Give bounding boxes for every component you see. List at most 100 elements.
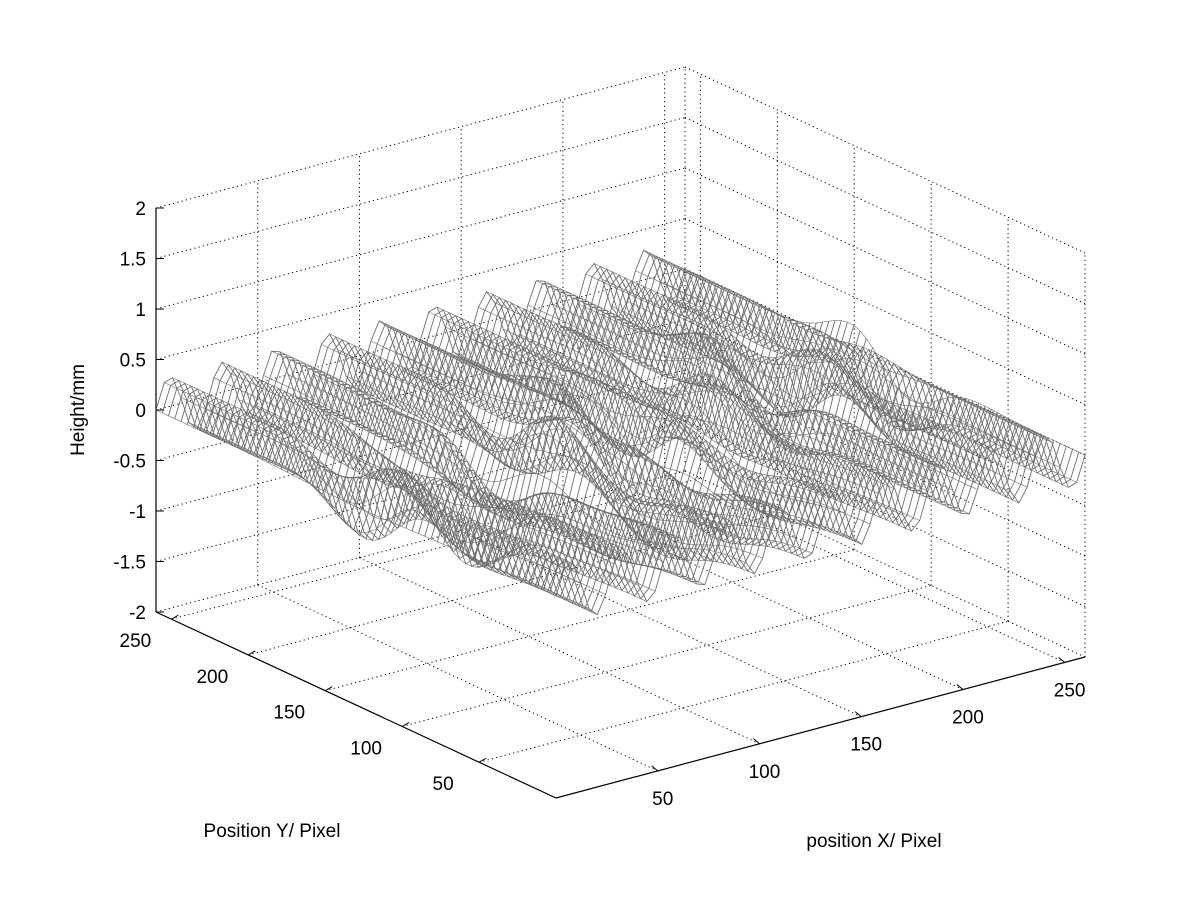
z-tick-label: 1 (135, 300, 146, 321)
y-tick (248, 650, 256, 656)
surface-column (296, 397, 697, 585)
surface-column (569, 327, 970, 515)
surface-column (585, 273, 986, 461)
surface-column (635, 270, 1036, 457)
surface-column (684, 268, 1086, 456)
surface-column (403, 371, 805, 559)
surface-column (155, 409, 557, 597)
surface-column (676, 296, 1077, 483)
surface-column (255, 404, 656, 592)
z-axis-title: Height/mm (68, 364, 89, 456)
z-tick-label: -1.5 (113, 553, 146, 574)
grid-line (684, 470, 1086, 658)
surface-column (436, 306, 838, 494)
y-tick-label: 200 (196, 667, 228, 688)
surface-column (643, 250, 1044, 437)
y-tick-label: 50 (433, 774, 454, 795)
surface-column (503, 328, 904, 516)
x-tick-label: 250 (1054, 680, 1086, 701)
z-tick-label: 0 (135, 401, 146, 422)
surface-column (610, 305, 1011, 492)
x-tick (1058, 657, 1065, 663)
x-axis-title: position X/ Pixel (806, 831, 941, 852)
surface-column (172, 377, 573, 564)
x-tick (854, 711, 862, 718)
grid-layer (155, 66, 1086, 772)
y-axis-line (155, 611, 557, 799)
surface-column (511, 344, 912, 532)
surface-column (354, 387, 755, 575)
surface-column (329, 333, 730, 521)
x-tick (956, 684, 964, 690)
x-axis-line (555, 656, 1086, 799)
grid-line (257, 584, 658, 772)
surface-column (370, 340, 772, 528)
surface-column (263, 375, 664, 562)
surface-column (246, 415, 648, 602)
grid-line (664, 475, 1065, 663)
surface-column (205, 408, 606, 595)
grid-line (325, 549, 855, 692)
y-tick-label: 100 (350, 738, 382, 759)
z-tick-label: -0.5 (113, 452, 146, 473)
surface-column (494, 302, 896, 490)
y-axis-title: Position Y/ Pixel (204, 821, 341, 842)
surface-layer (155, 249, 1086, 616)
surface-column (469, 337, 871, 525)
surface-column (577, 303, 978, 490)
surface-column (668, 301, 1069, 488)
grid-line (562, 503, 964, 690)
grid-line (155, 66, 686, 209)
x-tick (753, 738, 760, 745)
grid-line (402, 584, 932, 727)
y-tick-label: 250 (120, 631, 152, 652)
grid-line (155, 470, 686, 613)
surface-column (412, 366, 813, 554)
surface-column (271, 350, 672, 538)
y-tick (478, 757, 487, 763)
grid-line (478, 620, 1009, 763)
surface-column (337, 349, 738, 537)
surface-column (552, 303, 953, 491)
surface-column (593, 263, 995, 450)
y-tick (171, 614, 179, 620)
surface-column (279, 351, 681, 539)
surface-column (312, 373, 714, 561)
x-tick-label: 150 (850, 735, 882, 756)
x-tick-label: 200 (952, 708, 984, 729)
z-tick-label: 1.5 (120, 250, 146, 271)
grid-line (460, 530, 862, 718)
surface-column (453, 351, 854, 539)
grid-line (684, 218, 1086, 405)
surface-column (536, 280, 937, 467)
surface-column (188, 422, 590, 609)
surface-column (387, 326, 788, 514)
surface-column (519, 334, 920, 521)
z-tick-label: -2 (129, 603, 146, 624)
x-tick (651, 765, 659, 772)
grid-line (684, 167, 1086, 355)
surface-column (321, 344, 722, 532)
surface-column (428, 311, 829, 499)
y-tick (401, 722, 410, 727)
surface-column (362, 371, 763, 559)
grid-line (155, 218, 686, 360)
grid-line (684, 66, 1086, 254)
z-tick-label: -1 (129, 502, 146, 523)
surface-column (180, 397, 581, 584)
grid-line (155, 117, 686, 259)
surface-column (304, 398, 705, 585)
grid-line (171, 477, 701, 620)
surface-column (288, 374, 689, 562)
surface-column (379, 320, 780, 508)
y-tick (324, 686, 333, 692)
z-tick-label: 2 (135, 199, 146, 220)
x-tick-label: 50 (652, 789, 673, 810)
grid-line (155, 369, 686, 512)
surface-column (230, 373, 631, 560)
z-tick-label: 0.5 (120, 351, 146, 372)
grid-line (684, 117, 1086, 304)
y-tick-label: 150 (273, 703, 305, 724)
